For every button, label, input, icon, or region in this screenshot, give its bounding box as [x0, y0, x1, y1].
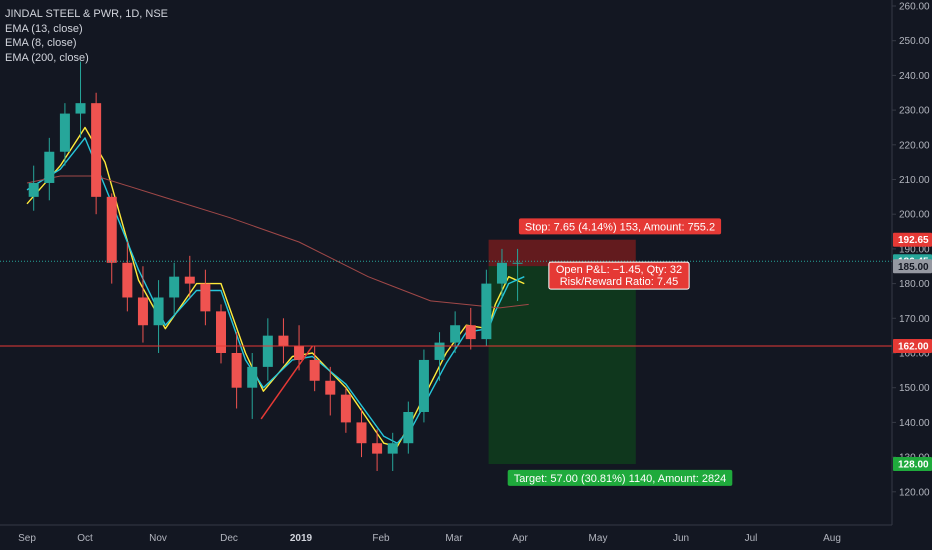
candle-body [106, 196, 117, 263]
x-tick-label: May [589, 533, 608, 544]
candle-body [137, 297, 148, 326]
candle-body [372, 443, 383, 454]
x-tick-label: Feb [372, 533, 390, 544]
candle-body [75, 103, 86, 114]
candle-body [169, 276, 180, 298]
ema-line-3 [26, 175, 529, 309]
ema200-legend: EMA (200, close) [5, 51, 89, 64]
target-price-badge [893, 457, 932, 472]
x-tick-label: Aug [823, 533, 841, 544]
candle-body [91, 103, 102, 197]
candle-body [44, 151, 55, 183]
entry-price-badge [893, 259, 932, 274]
position-zones [488, 239, 636, 465]
candle-body [450, 325, 461, 343]
x-tick-label: Sep [18, 533, 36, 544]
pnl-label: Open P&L: −1.45, Qty: 32 [556, 264, 682, 276]
candle-body [231, 353, 242, 388]
candle-body [496, 262, 507, 284]
y-tick-label: 240.00 [899, 71, 930, 82]
candle-body [184, 276, 195, 284]
x-tick-label: Dec [220, 533, 238, 544]
y-tick-label: 190.00 [899, 244, 930, 255]
stop-label-text: Stop: 7.65 (4.14%) 153, Amount: 755.2 [525, 221, 715, 233]
x-tick-label: Mar [445, 533, 463, 544]
y-tick-label: 170.00 [899, 314, 930, 325]
candle-body [418, 359, 429, 412]
candle-body [247, 366, 258, 388]
y-tick-label: 210.00 [899, 175, 930, 186]
x-tick-label: Apr [512, 533, 528, 544]
candle-body [216, 311, 227, 353]
candle-body [481, 283, 492, 340]
candles [28, 61, 523, 471]
x-tick-label: Jun [673, 533, 689, 544]
stop-price-text: 192.65 [898, 235, 929, 246]
candle-body [200, 283, 211, 312]
y-tick-label: 220.00 [899, 140, 930, 151]
x-tick-label: 2019 [290, 533, 313, 544]
chart-legend: JINDAL STEEL & PWR, 1D, NSE EMA (13, clo… [5, 7, 168, 65]
y-tick-label: 260.00 [899, 2, 930, 13]
candle-body [28, 182, 39, 197]
target-label-box [507, 469, 733, 486]
candle-body [387, 443, 398, 454]
candle-body [278, 335, 289, 347]
y-tick-label: 250.00 [899, 36, 930, 47]
candle-body [262, 335, 273, 367]
target-zone [488, 266, 636, 465]
candle-body [434, 342, 445, 360]
overlays [0, 260, 892, 420]
stop-price-badge [893, 232, 932, 247]
candle-body [59, 113, 70, 152]
candle-body [340, 394, 351, 423]
ema8-legend: EMA (8, close) [5, 37, 77, 49]
candle-body [153, 297, 164, 326]
position-labels: Stop: 7.65 (4.14%) 153, Amount: 755.2 Ope… [507, 218, 733, 486]
support-price-badge [893, 339, 932, 354]
x-tick-label: Nov [149, 533, 167, 544]
y-tick-label: 230.00 [899, 106, 930, 117]
candle-body [122, 262, 133, 298]
candle-body [309, 359, 320, 381]
entry-price-text: 185.00 [898, 262, 929, 273]
y-tick-label: 140.00 [899, 418, 930, 429]
y-tick-label: 150.00 [899, 383, 930, 394]
ema13-legend: EMA (13, close) [5, 22, 83, 35]
y-tick-label: 160.00 [899, 349, 930, 360]
y-tick-label: 200.00 [899, 210, 930, 221]
pnl-box [548, 261, 690, 290]
target-price-text: 128.00 [898, 460, 929, 471]
target-label-text: Target: 57.00 (30.81%) 1140, Amount: 282… [514, 473, 727, 485]
candle-body [294, 346, 305, 360]
x-tick-label: Jul [745, 533, 758, 544]
candle-body [465, 325, 476, 340]
x-tick-label: Oct [77, 533, 93, 544]
rr-label: Risk/Reward Ratio: 7.45 [560, 276, 679, 288]
candle-body [512, 262, 523, 264]
support-price-text: 162.00 [898, 342, 929, 353]
candle-body [356, 422, 367, 444]
candle-body [403, 411, 414, 444]
candle-body [325, 380, 336, 395]
y-tick-label: 180.00 [899, 279, 930, 290]
stop-label-box [518, 218, 722, 235]
y-tick-label: 120.00 [899, 487, 930, 498]
trend-line [260, 345, 314, 420]
symbol-title: JINDAL STEEL & PWR, 1D, NSE [5, 8, 169, 20]
